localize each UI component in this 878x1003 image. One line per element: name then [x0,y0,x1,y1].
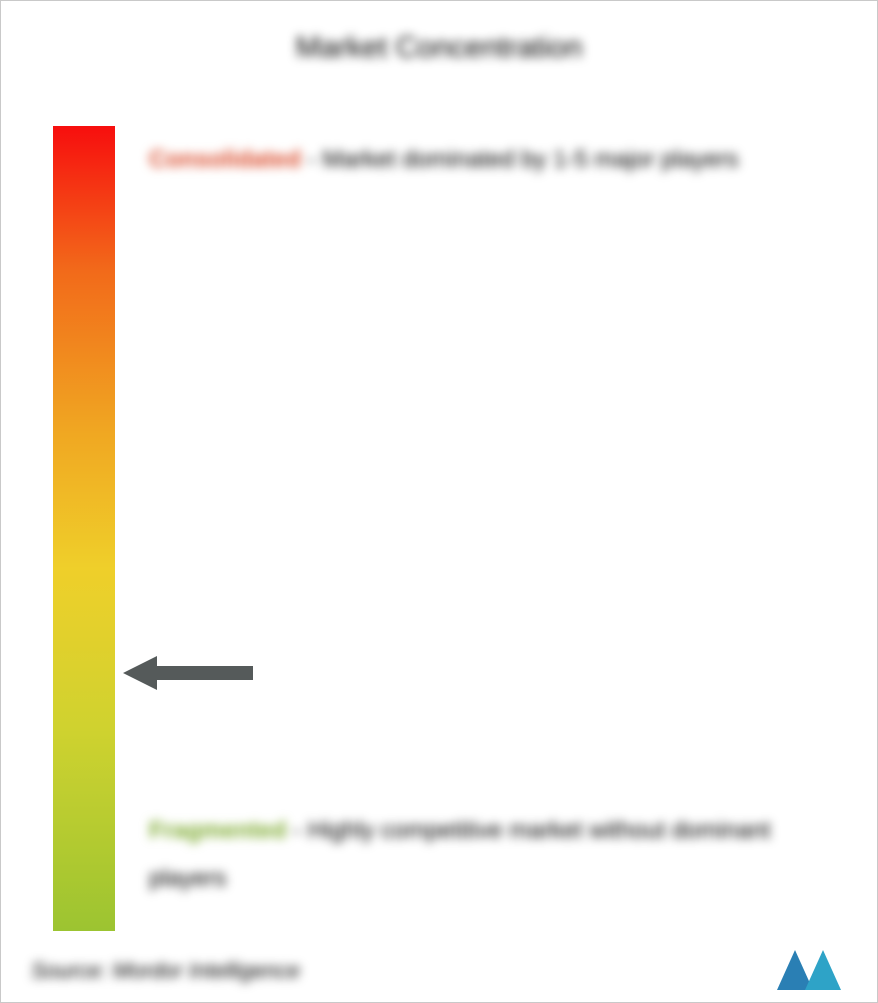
concentration-gradient-bar [53,126,115,931]
labels-area: Consolidated - Market dominated by 1-5 m… [149,126,839,931]
consolidated-desc: - Market dominated by 1-5 major players [308,146,739,173]
infographic-container: Market Concentration Consolidated - Mark… [0,0,878,1003]
consolidated-lead: Consolidated [149,146,301,173]
source-footer: Source: Mordor Intelligence [31,958,300,984]
fragmented-label: Fragmented - Highly competitive market w… [149,807,839,903]
brand-logo [777,950,847,990]
chart-title: Market Concentration [1,31,877,65]
fragmented-lead: Fragmented [149,817,286,844]
consolidated-label: Consolidated - Market dominated by 1-5 m… [149,136,839,184]
position-indicator-arrow [123,656,253,690]
